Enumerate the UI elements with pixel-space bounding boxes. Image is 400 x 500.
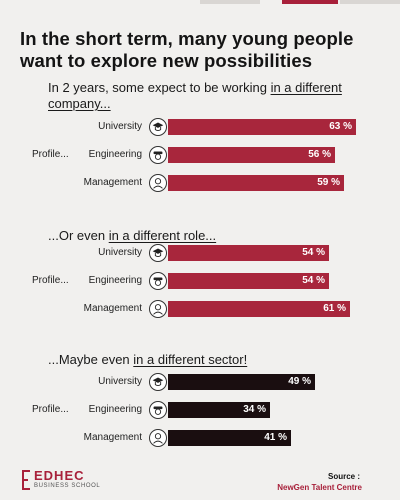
bar (168, 402, 270, 418)
engineer-icon (149, 272, 167, 290)
graduate-icon (149, 373, 167, 391)
top-strip-accent (282, 0, 338, 4)
section-title-sector: ...Maybe even in a different sector! (48, 352, 368, 368)
section-title-role: ...Or even in a different role... (48, 228, 368, 244)
graduate-icon (149, 118, 167, 136)
section-title-prefix: ...Maybe even (48, 352, 134, 367)
category-label: Engineering (88, 275, 142, 286)
category-label: Management (83, 177, 142, 188)
bar-value-label: 61 % (323, 303, 346, 314)
category-label: University (98, 121, 142, 132)
category-label: Engineering (88, 404, 142, 415)
profile-label: Profile... (32, 404, 69, 415)
source-value: NewGen Talent Centre (277, 483, 362, 492)
source-label: Source : (327, 472, 360, 481)
logo-subtitle: BUSINESS SCHOOL (34, 483, 101, 489)
section-title-highlight: in a different sector! (133, 352, 248, 367)
bar (168, 430, 291, 446)
category-label: Management (83, 303, 142, 314)
top-strip-right (340, 0, 400, 4)
bar-value-label: 56 % (308, 149, 331, 160)
category-label: University (98, 247, 142, 258)
engineer-icon (149, 146, 167, 164)
category-label: Management (83, 432, 142, 443)
bar-value-label: 49 % (288, 376, 311, 387)
section-title-company: In 2 years, some expect to be working in… (48, 80, 368, 112)
profile-label: Profile... (32, 149, 69, 160)
bar (168, 119, 356, 135)
engineer-icon (149, 401, 167, 419)
section-title-highlight: in a different role... (108, 228, 217, 243)
bar-value-label: 63 % (329, 121, 352, 132)
bar-value-label: 59 % (317, 177, 340, 188)
graduate-icon (149, 244, 167, 262)
bar (168, 301, 350, 317)
logo-mark-icon (22, 470, 30, 490)
category-label: University (98, 376, 142, 387)
page-title: In the short term, many young people wan… (20, 28, 354, 71)
bar-value-label: 34 % (243, 404, 266, 415)
logo-name: EDHEC (34, 468, 85, 483)
manager-icon (149, 300, 167, 318)
bar (168, 273, 329, 289)
bar-value-label: 54 % (302, 275, 325, 286)
section-title-prefix: ...Or even (48, 228, 109, 243)
bar-value-label: 54 % (302, 247, 325, 258)
manager-icon (149, 174, 167, 192)
bar (168, 147, 335, 163)
bar-value-label: 41 % (264, 432, 287, 443)
section-title-highlight: in a different company... (48, 80, 342, 111)
category-label: Engineering (88, 149, 142, 160)
bar (168, 245, 329, 261)
bar (168, 175, 344, 191)
section-title-prefix: In 2 years, some expect to be working (48, 80, 271, 95)
profile-label: Profile... (32, 275, 69, 286)
manager-icon (149, 429, 167, 447)
bar (168, 374, 315, 390)
top-strip-left (200, 0, 260, 4)
edhec-logo: EDHEC BUSINESS SCHOOL (20, 468, 140, 494)
